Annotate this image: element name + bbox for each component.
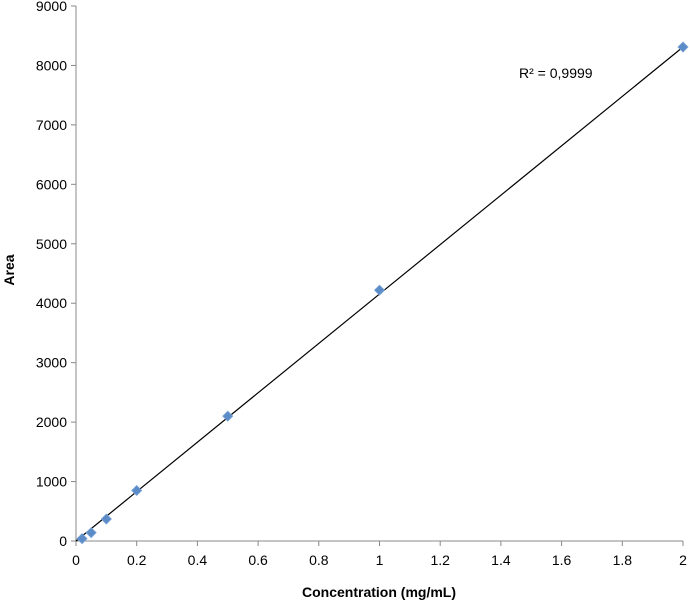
y-tick-label: 0 (59, 533, 67, 549)
data-point (131, 484, 143, 497)
x-tick-label: 1.2 (430, 552, 450, 568)
x-axis-title: Concentration (mg/mL) (302, 584, 456, 600)
x-tick-label: 0 (72, 552, 80, 568)
x-tick-label: 0.4 (188, 552, 208, 568)
x-tick-label: 0.2 (127, 552, 147, 568)
x-tick-label: 0.6 (248, 552, 268, 568)
data-point (76, 533, 88, 545)
y-tick-label: 1000 (36, 474, 67, 490)
y-tick-label: 8000 (36, 57, 67, 73)
y-tick-label: 7000 (36, 117, 67, 133)
y-tick-label: 2000 (36, 414, 67, 430)
data-point (85, 527, 97, 539)
data-point (677, 41, 689, 53)
y-tick-label: 5000 (36, 236, 67, 252)
x-tick-label: 2 (679, 552, 687, 568)
axes: 0 1000 2000 3000 4000 5000 6000 7000 8000 9000 0 0.… (36, 0, 687, 568)
data-point (100, 513, 112, 525)
y-tick-label: 3000 (36, 355, 67, 371)
x-tick-label: 1.6 (552, 552, 572, 568)
y-tick-label: 9000 (36, 0, 67, 14)
x-tick-label: 1.4 (491, 552, 511, 568)
x-tick-label: 0.8 (309, 552, 329, 568)
data-points (76, 41, 689, 545)
x-tick-label: 1 (376, 552, 384, 568)
y-tick-label: 4000 (36, 295, 67, 311)
data-point (222, 410, 234, 422)
x-tick-label: 1.8 (613, 552, 633, 568)
y-tick-label: 6000 (36, 176, 67, 192)
y-axis-title: Area (1, 254, 17, 285)
data-point (373, 284, 386, 296)
r-squared-annotation: R² = 0,9999 (519, 65, 593, 81)
